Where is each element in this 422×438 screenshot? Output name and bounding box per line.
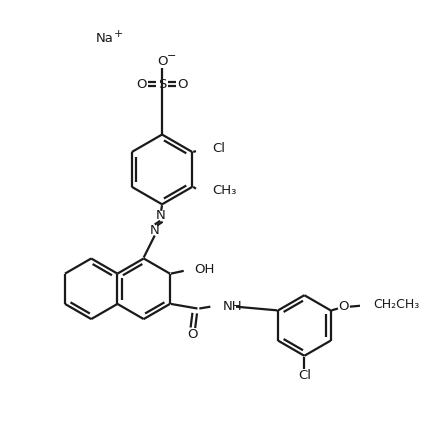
Text: −: − xyxy=(167,52,176,61)
Text: +: + xyxy=(114,29,124,39)
Text: O: O xyxy=(177,78,187,91)
Text: CH₂CH₃: CH₂CH₃ xyxy=(373,298,419,311)
Text: N: N xyxy=(150,223,160,237)
Text: Na: Na xyxy=(96,32,114,45)
Text: O: O xyxy=(137,78,147,91)
Text: O: O xyxy=(157,55,167,67)
Text: Cl: Cl xyxy=(298,370,311,382)
Text: S: S xyxy=(158,78,166,91)
Text: O: O xyxy=(188,328,198,341)
Text: Cl: Cl xyxy=(212,142,225,155)
Text: O: O xyxy=(338,300,349,313)
Text: NH: NH xyxy=(223,300,243,313)
Text: N: N xyxy=(155,209,165,222)
Text: CH₃: CH₃ xyxy=(212,184,237,197)
Text: OH: OH xyxy=(194,263,214,276)
